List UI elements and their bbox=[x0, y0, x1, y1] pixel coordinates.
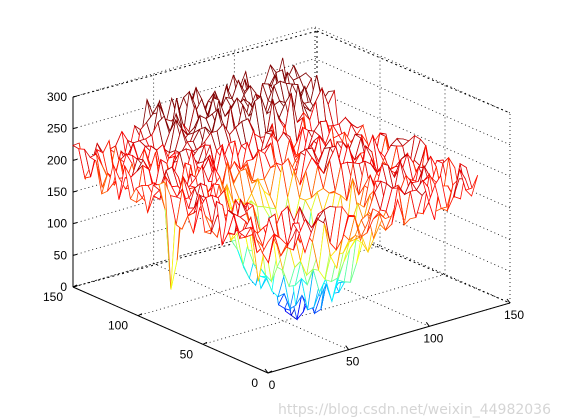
x-tick-mark bbox=[506, 298, 511, 304]
watermark-text: https://blog.csdn.net/weixin_44982036 bbox=[277, 402, 551, 418]
z-tick-label: 50 bbox=[54, 248, 68, 262]
y-tick-mark bbox=[202, 341, 208, 345]
grid-line bbox=[314, 26, 511, 114]
z-tick-mark bbox=[72, 95, 78, 98]
x-tick-label: 100 bbox=[423, 331, 443, 345]
z-tick-label: 0 bbox=[60, 280, 67, 294]
y-tick-label: 150 bbox=[43, 290, 63, 304]
z-tick-mark bbox=[72, 222, 78, 225]
box-edge bbox=[267, 302, 511, 374]
box-edge-dashed bbox=[72, 220, 318, 288]
y-tick-label: 100 bbox=[108, 319, 128, 333]
x-tick-mark bbox=[264, 368, 269, 374]
z-tick-mark bbox=[72, 158, 78, 161]
y-tick-mark bbox=[137, 313, 143, 317]
x-tick-mark bbox=[345, 345, 350, 350]
x-tick-label: 50 bbox=[346, 355, 360, 369]
z-tick-label: 300 bbox=[47, 90, 67, 104]
z-tick-label: 150 bbox=[47, 185, 67, 199]
box-edge-dashed bbox=[72, 30, 318, 98]
z-tick-mark bbox=[72, 190, 78, 193]
box-edge bbox=[72, 286, 269, 374]
z-tick-label: 200 bbox=[47, 153, 67, 167]
y-tick-mark bbox=[267, 370, 273, 374]
y-tick-label: 0 bbox=[251, 376, 258, 390]
z-tick-label: 250 bbox=[47, 122, 67, 136]
z-tick-label: 100 bbox=[47, 217, 67, 231]
y-tick-label: 50 bbox=[180, 347, 194, 361]
x-tick-mark bbox=[425, 322, 430, 327]
z-tick-mark bbox=[72, 253, 78, 256]
box-edge-dashed bbox=[316, 30, 511, 114]
y-tick-mark bbox=[72, 284, 78, 288]
surface-mesh bbox=[72, 57, 479, 321]
x-tick-label: 0 bbox=[269, 378, 276, 392]
x-tick-label: 150 bbox=[504, 308, 524, 322]
z-tick-mark bbox=[72, 127, 78, 130]
surface-patch bbox=[465, 174, 479, 197]
